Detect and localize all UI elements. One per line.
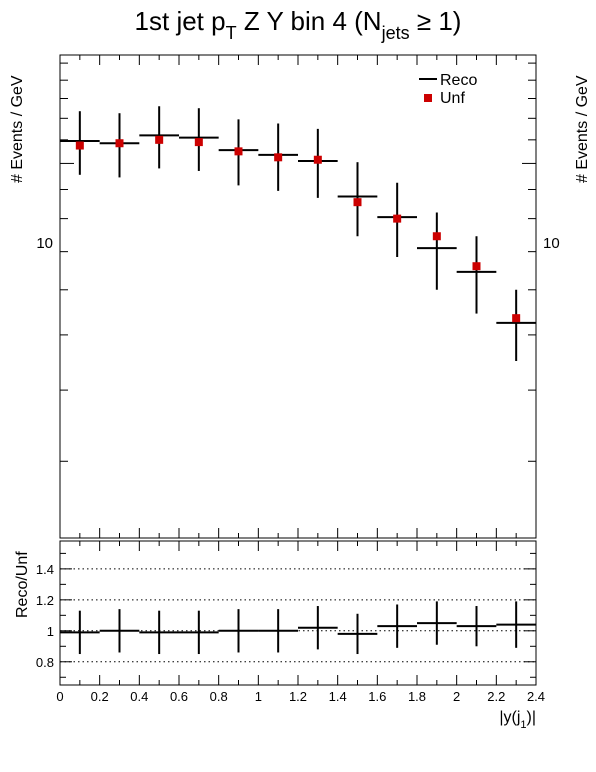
- main-ytick-label-right: 10: [543, 235, 560, 252]
- ratio-ytick-label: 0.8: [36, 655, 54, 670]
- ratio-xtick-label: 0.6: [170, 689, 188, 704]
- unf-marker: [512, 314, 521, 323]
- ratio-xtick-label: 2.4: [527, 689, 545, 704]
- ratio-xtick-label: 1.4: [329, 689, 347, 704]
- main-plot-frame: [59, 54, 537, 539]
- ratio-xtick-label: 0.2: [91, 689, 109, 704]
- ratio-xtick-label: 1.2: [289, 689, 307, 704]
- unf-marker: [194, 138, 203, 147]
- ratio-data: [60, 601, 536, 655]
- main-data: [60, 106, 536, 361]
- ratio-xtick-label: 1.6: [368, 689, 386, 704]
- main-ylabel-right: # Events / GeV: [574, 75, 591, 183]
- unf-marker: [353, 198, 362, 207]
- ratio-xtick-label: 1.8: [408, 689, 426, 704]
- main-ytick-label: 10: [36, 235, 53, 252]
- ratio-ytick-label: 1.2: [36, 593, 54, 608]
- unf-marker: [75, 141, 84, 150]
- legend-reco-label: Reco: [440, 72, 477, 89]
- unf-marker: [155, 135, 164, 144]
- ratio-xtick-label: 0.8: [210, 689, 228, 704]
- ratio-xtick-label: 1: [255, 689, 262, 704]
- ratio-plot-frame: [59, 540, 537, 686]
- ratio-xlabel: |y(j1)|: [499, 709, 536, 731]
- legend-unf-marker: [424, 94, 432, 102]
- main-axes: [59, 55, 537, 538]
- ratio-ytick-label: 1: [47, 624, 54, 639]
- unf-marker: [234, 147, 243, 156]
- unf-marker: [472, 262, 481, 271]
- ratio-xtick-label: 2.2: [487, 689, 505, 704]
- unf-marker: [274, 153, 283, 162]
- ratio-ytick-label: 1.4: [36, 562, 54, 577]
- unf-marker: [393, 214, 402, 223]
- ratio-xtick-label: 0: [56, 689, 63, 704]
- unf-marker: [313, 155, 322, 164]
- ratio-xtick-label: 2: [453, 689, 460, 704]
- ratio-ylabel: Reco/Unf: [14, 551, 31, 618]
- ratio-axes: 0.8 1 1.2 1.4 0 0.2 0.4 0.6 0.8 1 1.2 1.4 1.6 1.8 2 2.2…: [36, 541, 545, 704]
- chart-title: 1st jet pT Z Y bin 4 (Njets ≥ 1): [135, 6, 462, 43]
- unf-marker: [115, 139, 124, 148]
- ratio-xtick-label: 0.4: [130, 689, 148, 704]
- main-ylabel-left: # Events / GeV: [9, 75, 26, 183]
- unf-marker: [432, 232, 441, 241]
- legend: Reco Unf: [419, 72, 477, 107]
- legend-unf-label: Unf: [440, 90, 465, 107]
